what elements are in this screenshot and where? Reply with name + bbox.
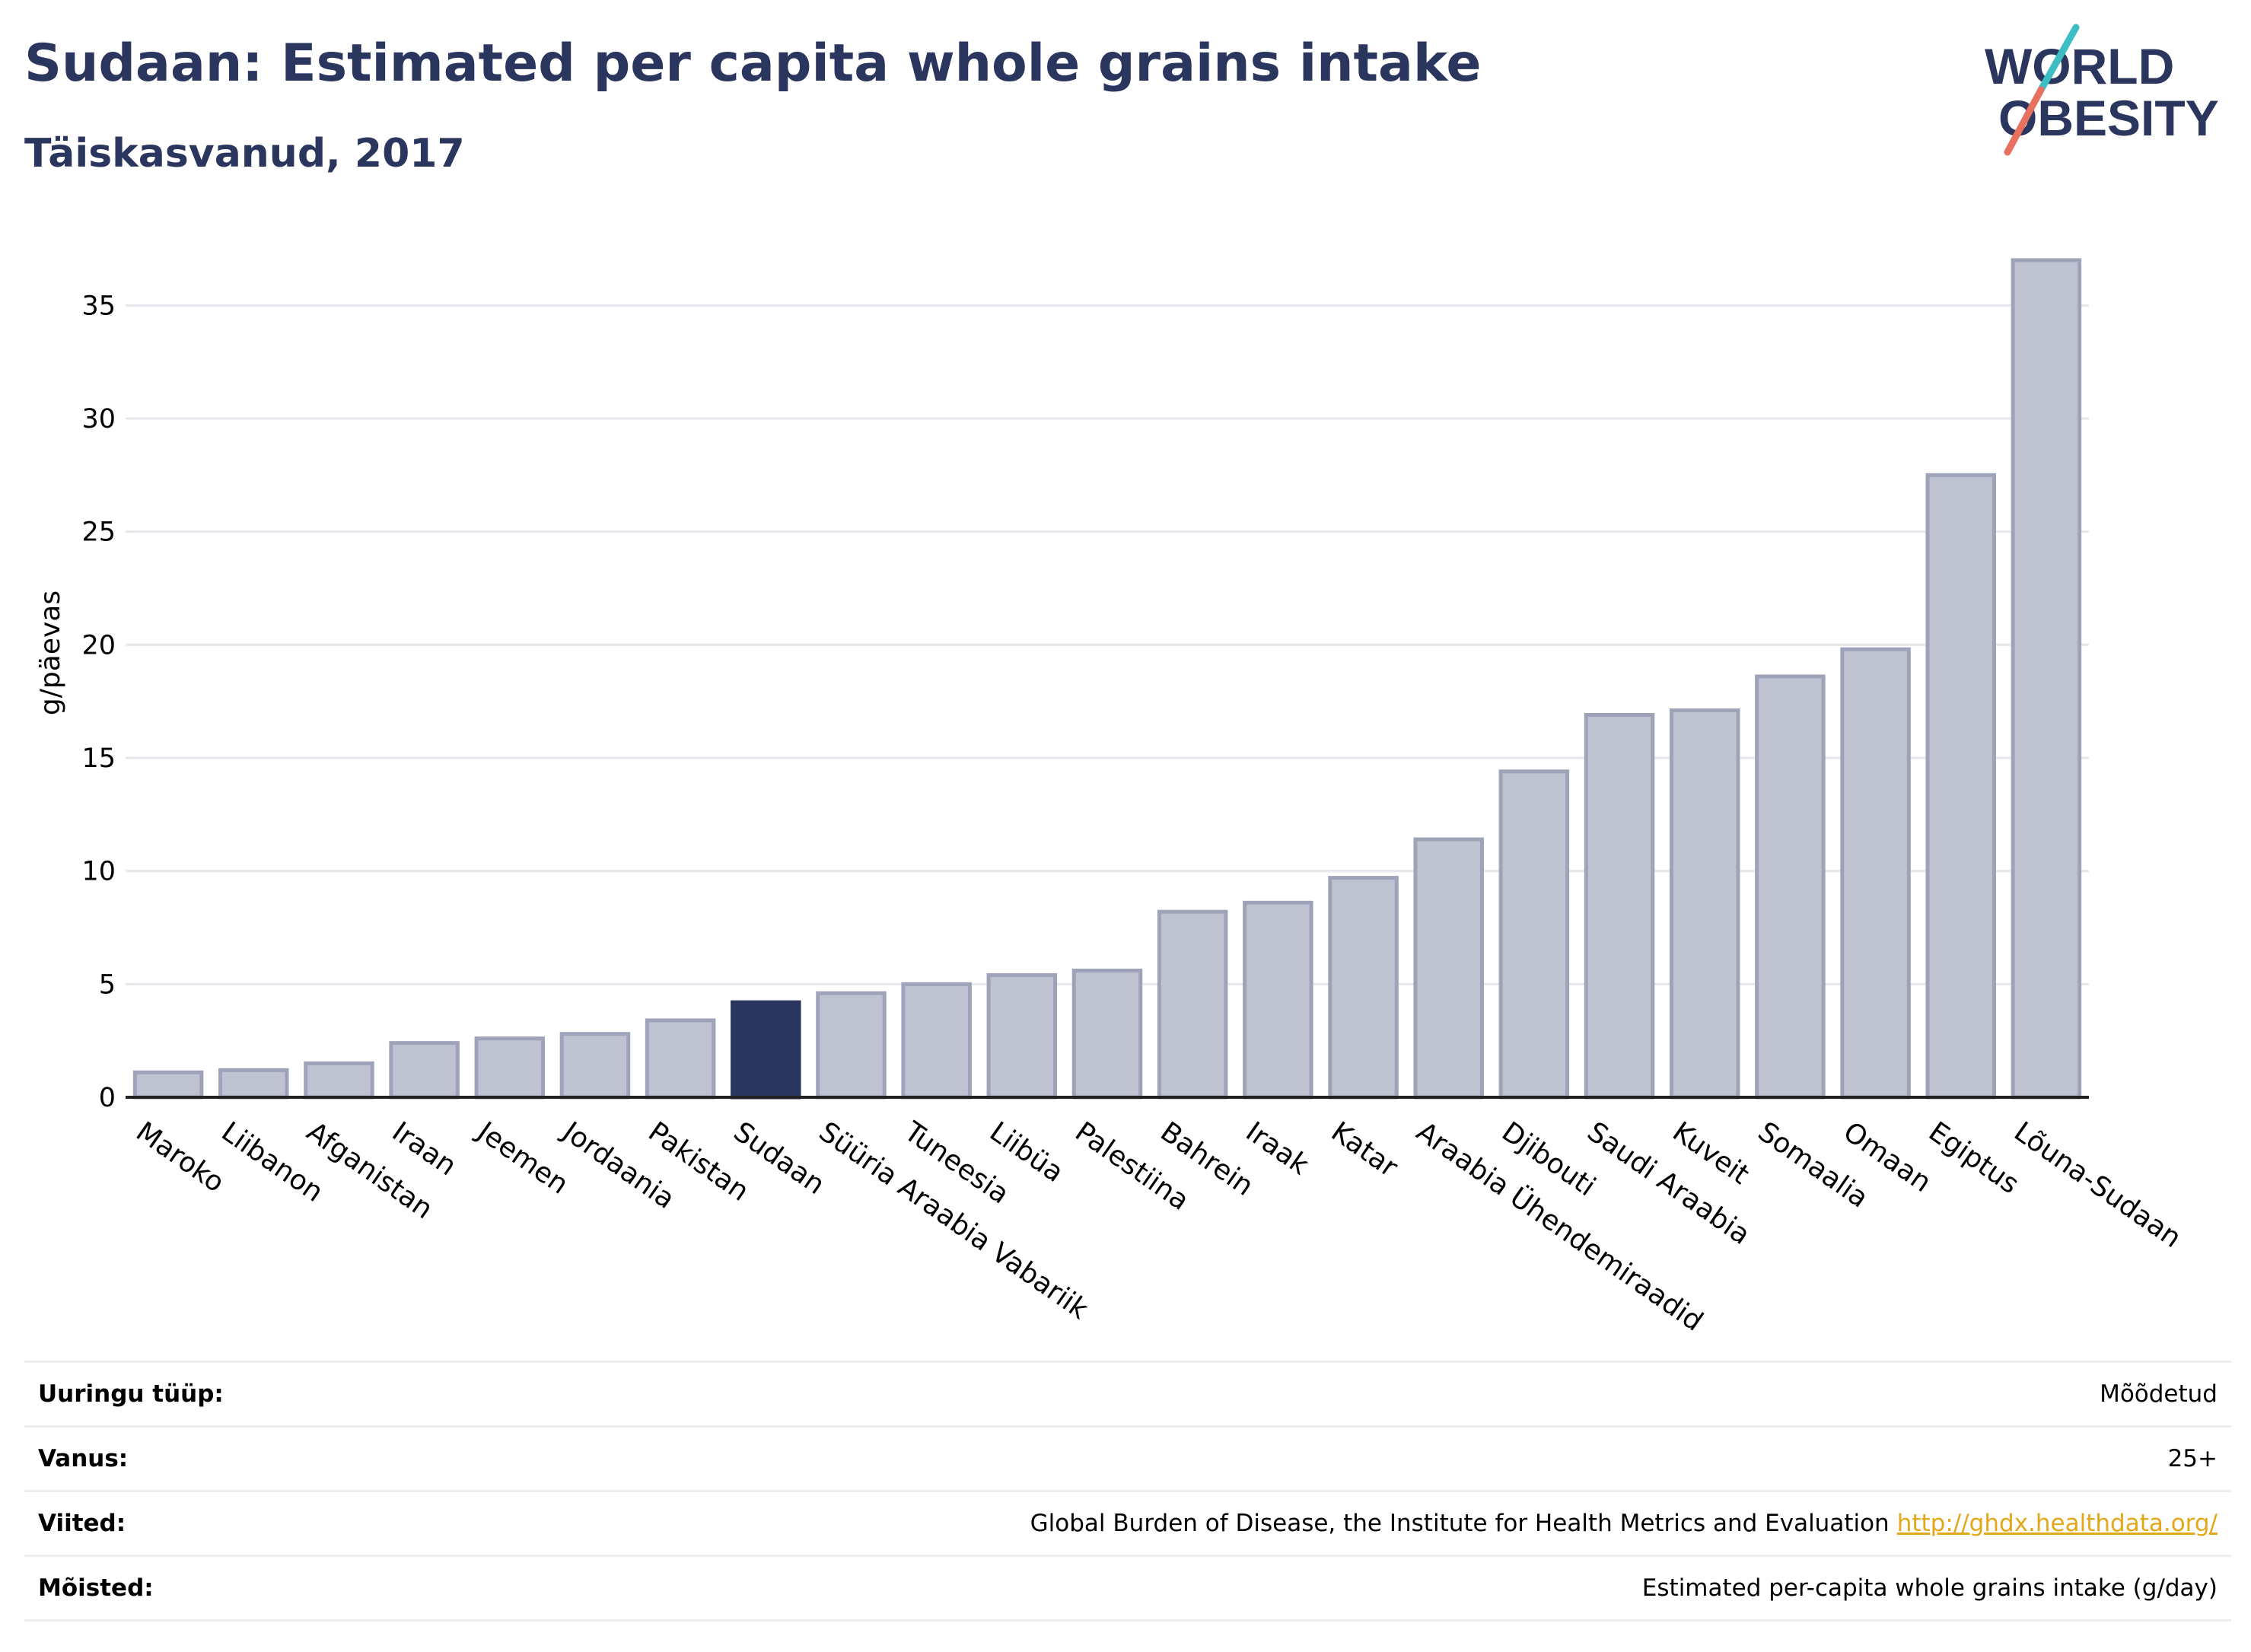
info-label: Mõisted: (24, 1555, 354, 1622)
y-tick-label: 10 (81, 857, 116, 887)
bar-tuneesia (901, 982, 972, 1100)
bar-iraak (1243, 900, 1313, 1100)
y-tick-label: 35 (81, 291, 116, 321)
bar-sudaan (731, 1000, 801, 1100)
bar-liibanon (218, 1068, 289, 1100)
bar-omaan (1840, 647, 1911, 1100)
world-obesity-logo: WORLD OBESITY (1985, 24, 2219, 156)
bar-katar (1328, 876, 1399, 1100)
source-link[interactable]: http://ghdx.healthdata.org/ (1896, 1510, 2218, 1537)
bars (132, 258, 2082, 1100)
x-tick-label: Maroko (130, 1116, 230, 1199)
bar-kuveit (1669, 708, 1740, 1100)
bar-palestiina (1071, 968, 1143, 1100)
x-tick-label: Lõuna-Sudaan (2008, 1116, 2187, 1254)
info-label: Viited: (24, 1490, 354, 1556)
bar-saudi-araabia (1584, 713, 1655, 1100)
y-tick-labels: 0 5 10 15 20 25 30 35 (81, 291, 116, 1113)
x-tick-label: Jeemen (470, 1116, 574, 1201)
bar-pakistan (645, 1018, 716, 1100)
info-value: Mõõdetud (353, 1361, 2231, 1427)
info-row: Uuringu tüüp: Mõõdetud (24, 1361, 2231, 1427)
x-tick-label: Egiptus (1923, 1116, 2024, 1201)
info-value-text: 25+ (2167, 1445, 2218, 1472)
bar-s-ria-araabia-vabariik (816, 991, 887, 1100)
bar-jordaania (559, 1032, 631, 1100)
bar-egiptus (1925, 473, 1996, 1100)
bar-afganistan (304, 1061, 374, 1100)
info-value: Global Burden of Disease, the Institute … (353, 1490, 2231, 1556)
info-table: Uuringu tüüp: Mõõdetud Vanus: 25+ Viited: Glo… (24, 1361, 2231, 1622)
bar-maroko (132, 1070, 204, 1100)
bar-djibouti (1498, 769, 1570, 1100)
info-value-text: Estimated per-capita whole grains intake… (1641, 1574, 2218, 1602)
page-title: Sudaan: Estimated per capita whole grain… (24, 33, 1482, 94)
bar-chart: 0 5 10 15 20 25 30 35 MarokoLiibanonAfganistanI… (35, 258, 2187, 1338)
page-subtitle: Täiskasvanud, 2017 (24, 131, 465, 177)
logo-slash-bottom (2004, 86, 2045, 156)
info-label: Vanus: (24, 1425, 354, 1491)
bar-l-una-sudaan (2011, 258, 2082, 1100)
y-tick-label: 15 (81, 743, 116, 774)
info-value: Estimated per-capita whole grains intake… (353, 1555, 2231, 1622)
y-tick-label: 5 (99, 969, 116, 1000)
x-tick-label: Katar (1326, 1116, 1403, 1184)
y-tick-label: 30 (81, 404, 116, 434)
logo-line-1: WORLD (1985, 38, 2174, 94)
bar-jeemen (474, 1036, 546, 1100)
info-row: Viited: Global Burden of Disease, the Ins… (24, 1490, 2231, 1556)
info-row: Vanus: 25+ (24, 1425, 2231, 1491)
y-tick-label: 20 (81, 630, 116, 660)
info-value: 25+ (353, 1425, 2231, 1491)
bar-araabia-hendemiraadid (1413, 837, 1484, 1100)
bar-bahrein (1157, 909, 1228, 1100)
info-label: Uuringu tüüp: (24, 1361, 354, 1427)
y-axis-label: g/päevas (35, 590, 66, 715)
logo-slash-top (2037, 24, 2080, 94)
bar-iraan (389, 1041, 460, 1100)
info-row: Mõisted: Estimated per-capita whole grain… (24, 1555, 2231, 1622)
y-tick-label: 25 (81, 517, 116, 548)
info-value-text: Mõõdetud (2100, 1380, 2218, 1408)
bar-liib-a (986, 972, 1058, 1100)
info-value-text: Global Burden of Disease, the Institute … (1030, 1510, 1890, 1537)
y-tick-label: 0 (99, 1083, 116, 1113)
bar-somaalia (1755, 674, 1826, 1100)
